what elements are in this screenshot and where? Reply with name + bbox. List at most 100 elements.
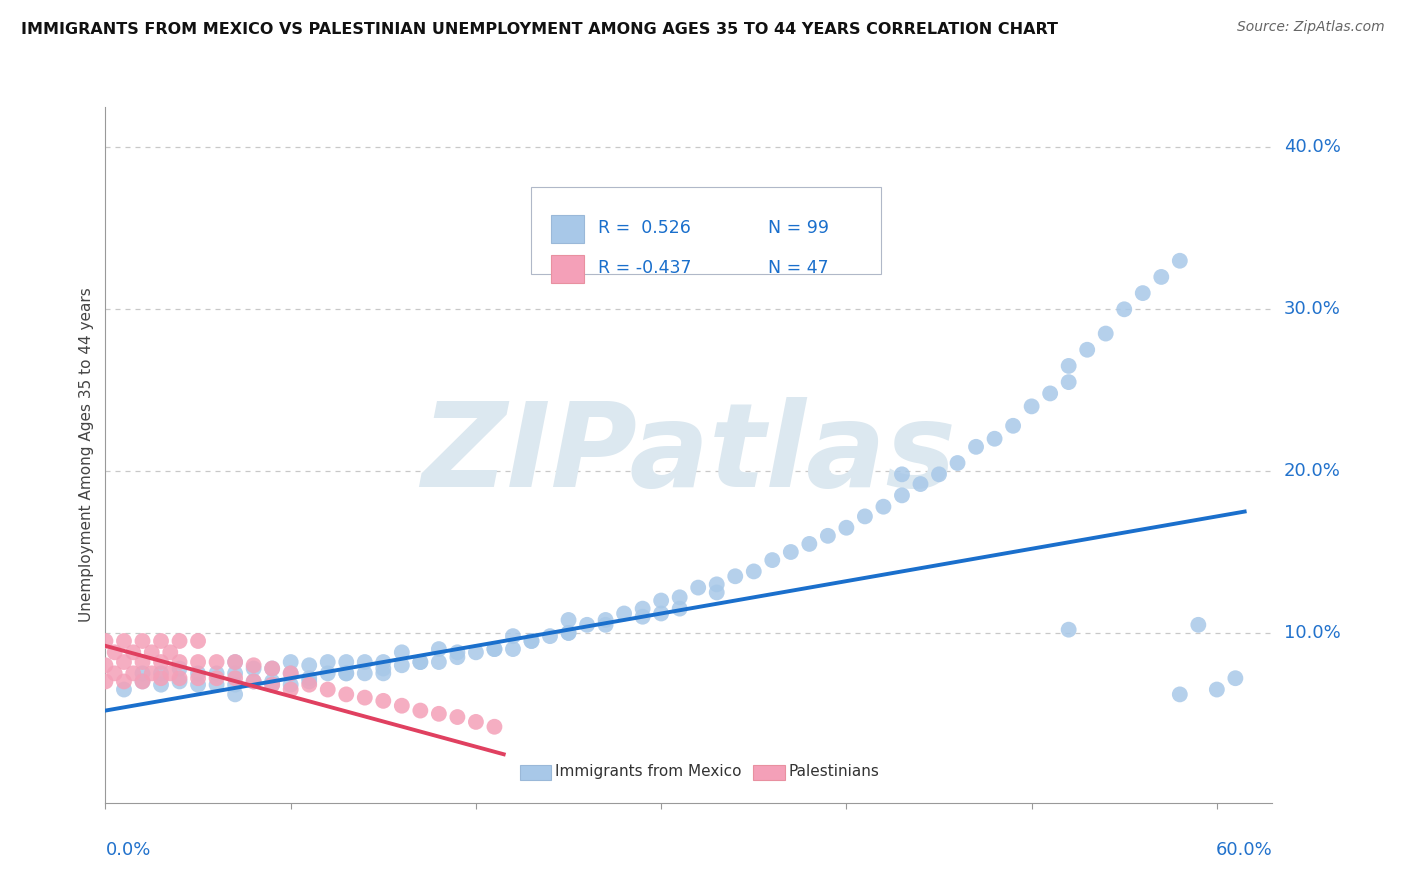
Point (983, 432, 1005, 446)
Point (187, 671, 209, 685)
Text: R = -0.437: R = -0.437 (598, 259, 692, 277)
Text: 60.0%: 60.0% (1216, 841, 1272, 859)
Point (742, 565, 765, 579)
Point (668, 601, 690, 615)
Point (169, 634, 191, 648)
Point (298, 671, 321, 685)
Point (631, 609, 654, 624)
Point (242, 674, 264, 689)
Point (502, 642, 524, 657)
Point (373, 694, 395, 708)
Point (104, 645, 127, 659)
Point (835, 521, 858, 535)
Y-axis label: Unemployment Among Ages 35 to 44 years: Unemployment Among Ages 35 to 44 years (79, 287, 94, 623)
Point (650, 607, 672, 621)
Point (946, 456, 969, 470)
Point (94, 658, 117, 673)
Point (187, 678, 209, 692)
Point (159, 666, 181, 681)
Text: N = 47: N = 47 (768, 259, 830, 277)
Point (1002, 418, 1025, 433)
Point (242, 661, 264, 675)
Point (94, 674, 117, 689)
Point (112, 634, 135, 648)
Point (353, 690, 375, 705)
Point (761, 553, 783, 567)
Point (557, 626, 579, 640)
Point (1057, 375, 1080, 389)
Point (280, 666, 302, 681)
Point (131, 634, 153, 648)
Point (688, 581, 710, 595)
Point (205, 671, 228, 685)
Point (280, 678, 302, 692)
Point (595, 617, 617, 632)
Point (298, 678, 321, 692)
Point (799, 537, 821, 551)
Text: 30.0%: 30.0% (1284, 301, 1341, 318)
Point (316, 666, 339, 681)
Point (280, 666, 302, 681)
Point (131, 674, 153, 689)
Point (262, 678, 284, 692)
Point (112, 682, 135, 697)
Point (1057, 359, 1080, 373)
Point (335, 666, 357, 681)
Point (1187, 617, 1209, 632)
Point (1076, 343, 1098, 357)
Point (205, 678, 228, 692)
Point (1225, 671, 1247, 685)
Bar (551, 255, 583, 283)
Point (502, 629, 524, 643)
Point (280, 682, 302, 697)
Point (131, 666, 153, 681)
Point (1205, 682, 1227, 697)
Point (242, 658, 264, 673)
Point (1114, 302, 1136, 317)
Point (891, 467, 914, 482)
Point (150, 634, 173, 648)
Point (446, 650, 468, 665)
Point (391, 645, 413, 659)
Point (557, 613, 579, 627)
Point (464, 714, 486, 729)
Text: 0.0%: 0.0% (105, 841, 150, 859)
Point (150, 678, 173, 692)
Point (668, 591, 690, 605)
Point (224, 655, 246, 669)
Point (224, 666, 246, 681)
Point (122, 645, 145, 659)
Point (928, 467, 950, 482)
Point (169, 674, 191, 689)
Point (150, 671, 173, 685)
Bar (520, 764, 551, 780)
Point (335, 655, 357, 669)
Point (169, 661, 191, 675)
Point (965, 440, 987, 454)
Point (446, 710, 468, 724)
Point (891, 488, 914, 502)
Point (316, 682, 339, 697)
Point (112, 655, 135, 669)
Point (520, 634, 543, 648)
Point (224, 678, 246, 692)
Point (205, 666, 228, 681)
Point (446, 645, 468, 659)
Point (409, 704, 432, 718)
Bar (754, 764, 785, 780)
Point (427, 706, 450, 721)
Point (373, 666, 395, 681)
Point (706, 585, 728, 599)
Point (316, 655, 339, 669)
Point (262, 678, 284, 692)
Point (159, 645, 181, 659)
Point (298, 658, 321, 673)
Point (484, 642, 506, 657)
Point (131, 655, 153, 669)
Point (122, 666, 145, 681)
Point (409, 655, 432, 669)
Point (1039, 386, 1062, 401)
Text: Palestinians: Palestinians (789, 764, 879, 779)
Point (131, 674, 153, 689)
Text: ZIPatlas: ZIPatlas (422, 398, 956, 512)
